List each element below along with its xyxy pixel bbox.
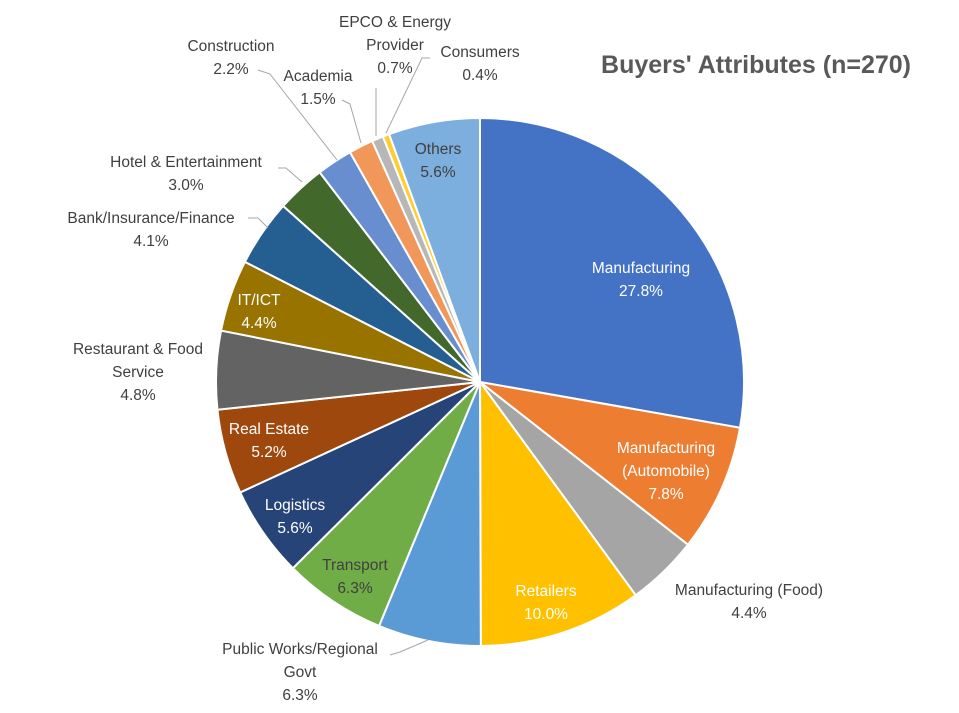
data-label-value: 1.5% (300, 91, 336, 108)
data-label-value: 5.2% (251, 444, 287, 461)
data-label: Manufacturing (Automobile) 7.8% (617, 440, 715, 503)
data-label: EPCO & Energy Provider 0.7% (339, 14, 451, 77)
data-label-value: 7.8% (648, 486, 684, 503)
data-label: Construction 2.2% (187, 38, 274, 78)
data-label-value: 0.7% (377, 60, 413, 77)
data-label-category: Others (415, 141, 462, 158)
leader-line (248, 217, 269, 229)
leader-line (389, 639, 429, 656)
data-label: Public Works/Regional Govt 6.3% (222, 641, 378, 704)
data-label-category: Restaurant & Food (73, 341, 203, 358)
data-label-category: Retailers (515, 583, 576, 600)
leader-line (257, 69, 338, 161)
data-label-category: Hotel & Entertainment (110, 154, 262, 171)
data-label: Consumers 0.4% (440, 44, 519, 84)
data-label: Retailers 10.0% (515, 583, 576, 623)
data-label-category: Real Estate (229, 421, 309, 438)
data-label-value: 6.3% (337, 580, 373, 597)
data-label: Bank/Insurance/Finance 4.1% (67, 210, 234, 250)
data-label: Logistics 5.6% (265, 497, 326, 537)
data-label-value: 5.6% (420, 164, 456, 181)
data-label: Real Estate 5.2% (229, 421, 309, 461)
data-label-value: 0.4% (462, 67, 498, 84)
data-label-value: 2.2% (213, 61, 249, 78)
data-label-category: Consumers (440, 44, 519, 61)
data-label: Transport 6.3% (322, 557, 388, 597)
data-label-value: 4.4% (241, 315, 277, 332)
data-label: Restaurant & Food Service 4.8% (73, 341, 203, 404)
data-label-value: 3.0% (168, 177, 204, 194)
data-label-category: Transport (322, 557, 388, 574)
pie-slice-manufacturing-automobile- (479, 381, 742, 547)
data-label-value: 4.8% (120, 387, 156, 404)
pie-slice-others (387, 116, 481, 383)
data-label: IT/ICT 4.4% (237, 292, 281, 332)
data-label: Academia 1.5% (284, 68, 353, 108)
data-label-category: (Automobile) (622, 463, 710, 480)
data-label: Manufacturing (Food) 4.4% (675, 582, 823, 622)
data-label-category: Service (112, 364, 164, 381)
data-label-category: Logistics (265, 497, 326, 514)
data-label-category: Academia (284, 68, 353, 85)
data-label: Others 5.6% (415, 141, 462, 181)
data-label-category: Public Works/Regional (222, 641, 378, 658)
chart-title: Buyers' Attributes (n=270) (601, 51, 911, 79)
leader-line (341, 99, 362, 144)
data-label-category: Construction (187, 38, 274, 55)
data-label: Manufacturing 27.8% (592, 260, 690, 300)
data-label-category: Manufacturing (617, 440, 715, 457)
data-label-category: Bank/Insurance/Finance (67, 210, 234, 227)
data-label-value: 6.3% (282, 687, 318, 704)
data-label-category: Manufacturing (Food) (675, 582, 823, 599)
leader-line (385, 57, 430, 134)
data-label-value: 27.8% (619, 283, 663, 300)
data-label-category: Manufacturing (592, 260, 690, 277)
data-label-value: 4.1% (133, 233, 169, 250)
pie-slice-manufacturing (479, 116, 745, 429)
data-label-value: 10.0% (524, 606, 568, 623)
leader-line (278, 167, 303, 183)
data-label-category: EPCO & Energy (339, 14, 451, 31)
data-label-category: Govt (284, 664, 317, 681)
data-label-value: 5.6% (277, 520, 313, 537)
data-label-category: Provider (366, 37, 424, 54)
data-label: Hotel & Entertainment 3.0% (110, 154, 262, 194)
pie-slice-retailers (478, 378, 638, 648)
data-label-category: IT/ICT (237, 292, 281, 309)
data-label-value: 4.4% (731, 605, 767, 622)
